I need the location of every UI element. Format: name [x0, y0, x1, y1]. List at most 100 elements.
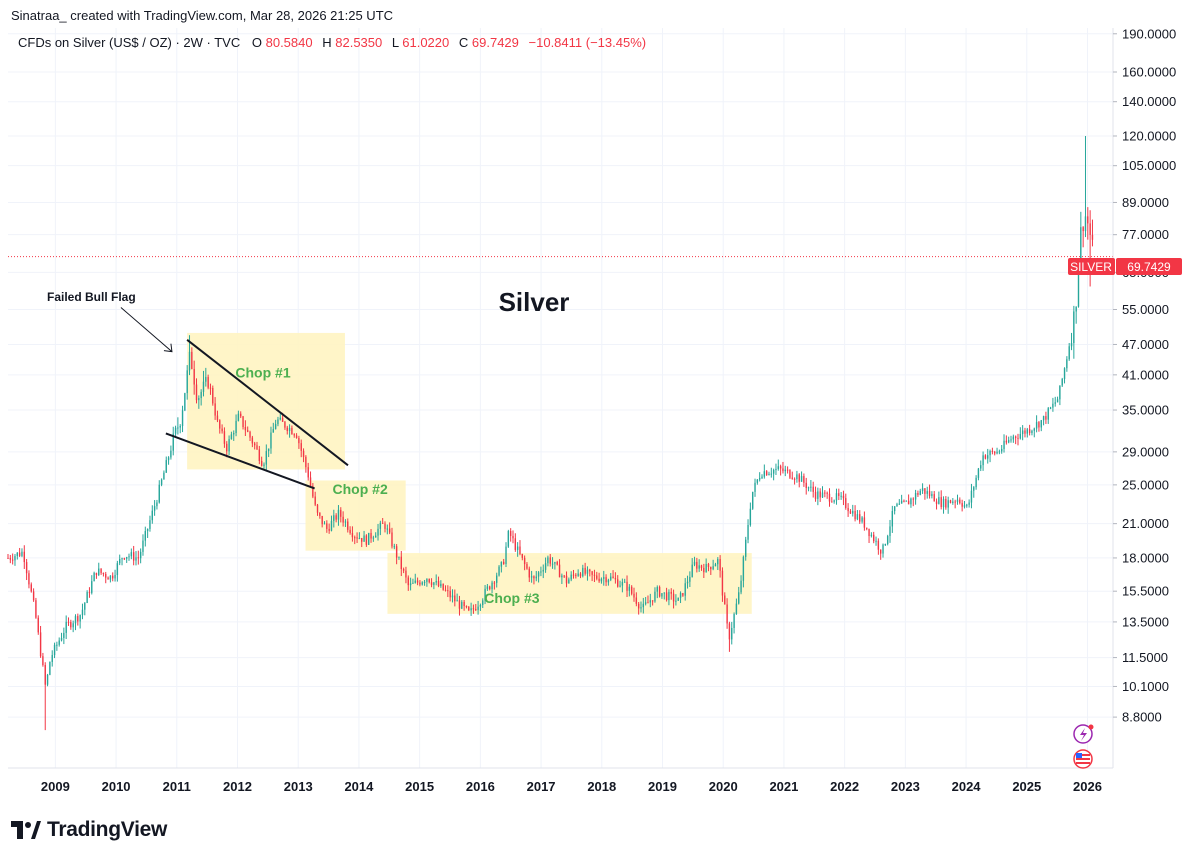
tradingview-logo[interactable]: TradingView	[11, 818, 167, 842]
candle-body	[754, 482, 756, 492]
candle-body	[260, 460, 263, 466]
candle-body	[547, 557, 549, 564]
candle-body	[686, 581, 689, 584]
x-tick-label: 2010	[102, 779, 131, 794]
x-tick-label: 2017	[527, 779, 556, 794]
y-tick-label: 35.0000	[1122, 403, 1169, 418]
candle-body	[761, 476, 763, 478]
candle-body	[984, 455, 987, 459]
candle-body	[98, 568, 100, 576]
candle-body	[244, 427, 247, 431]
candle-body	[374, 535, 377, 538]
candle-body	[88, 592, 91, 594]
candle-body	[30, 584, 32, 592]
change-value: −10.8411 (−13.45%)	[529, 35, 647, 50]
failed-bull-flag-label: Failed Bull Flag	[47, 290, 136, 304]
candle-body	[682, 593, 684, 596]
candle-body	[191, 351, 193, 369]
candle-body	[321, 515, 323, 525]
candle-body	[109, 575, 112, 580]
candle-body	[272, 429, 274, 433]
candle-body	[1047, 408, 1049, 420]
candle-body	[556, 562, 558, 565]
candle-body	[603, 577, 605, 579]
y-tick-label: 140.0000	[1122, 94, 1176, 109]
candle-body	[870, 534, 873, 537]
candle-body	[174, 427, 177, 434]
candle-body	[1059, 385, 1061, 400]
open-label: O	[252, 35, 262, 50]
candle-body	[349, 529, 351, 534]
candle-body	[959, 499, 961, 504]
candle-body	[800, 476, 803, 482]
candle-body	[402, 569, 405, 571]
candle-body	[498, 566, 500, 576]
candle-body	[528, 568, 530, 578]
candle-body	[628, 586, 631, 591]
alerts-icon[interactable]	[1073, 724, 1094, 744]
candle-body	[926, 491, 928, 494]
candle-body	[826, 492, 828, 494]
candle-body	[465, 606, 468, 608]
candle-body	[335, 515, 337, 520]
tradingview-logo-icon	[11, 821, 41, 839]
candle-body	[440, 583, 442, 587]
candle-body	[658, 587, 661, 597]
candle-body	[877, 540, 880, 550]
us-flag-icon[interactable]	[1073, 749, 1093, 769]
candle-body	[861, 517, 863, 522]
candle-body	[900, 500, 903, 504]
candle-body	[654, 591, 656, 602]
candle-body	[1005, 440, 1008, 443]
candle-body	[1031, 430, 1033, 434]
candle-body	[779, 466, 782, 469]
candle-body	[449, 590, 451, 598]
candle-body	[326, 523, 328, 529]
y-tick-label: 21.0000	[1122, 516, 1169, 531]
candle-body	[49, 661, 51, 675]
candle-body	[596, 575, 598, 579]
y-tick-label: 13.5000	[1122, 614, 1169, 629]
time-axis[interactable]: 2009 2010 2011 2012 2013 2014 2015 2016 2017 2018…	[41, 779, 1102, 794]
candle-body	[840, 495, 842, 497]
candle-body	[831, 501, 833, 503]
candle-body	[291, 427, 293, 435]
y-tick-label: 25.0000	[1122, 477, 1169, 492]
candle-body	[677, 597, 679, 601]
x-tick-label: 2024	[952, 779, 982, 794]
x-tick-label: 2015	[405, 779, 434, 794]
candle-body	[859, 514, 861, 522]
symbol-badge-text: SILVER	[1070, 260, 1112, 274]
candle-body	[935, 501, 938, 504]
candle-body	[302, 450, 305, 457]
candle-body	[426, 578, 428, 582]
candle-body	[1052, 403, 1054, 408]
candle-body	[219, 420, 221, 429]
price-axis[interactable]: 190.0000 160.0000 140.0000 120.0000 105.0000…	[1113, 26, 1176, 725]
candle-body	[105, 573, 107, 578]
candle-body	[165, 460, 167, 473]
candle-body	[968, 502, 970, 505]
candle-body	[149, 520, 151, 529]
candle-body	[712, 566, 714, 570]
x-tick-label: 2025	[1012, 779, 1041, 794]
candle-body	[703, 567, 705, 573]
candle-body	[216, 415, 219, 421]
candle-body	[25, 562, 28, 574]
candle-body	[647, 602, 649, 604]
candle-body	[689, 576, 691, 582]
close-label: C	[459, 35, 468, 50]
candle-body	[910, 498, 912, 505]
candle-body	[395, 546, 398, 558]
candle-body	[1001, 448, 1003, 452]
candle-body	[267, 448, 270, 452]
candle-body	[177, 427, 179, 429]
candle-body	[717, 558, 719, 565]
candle-body	[1089, 223, 1091, 235]
candle-body	[212, 388, 214, 404]
candle-body	[281, 417, 284, 422]
candle-body	[470, 608, 472, 611]
candle-body	[577, 573, 579, 576]
x-tick-label: 2013	[284, 779, 313, 794]
